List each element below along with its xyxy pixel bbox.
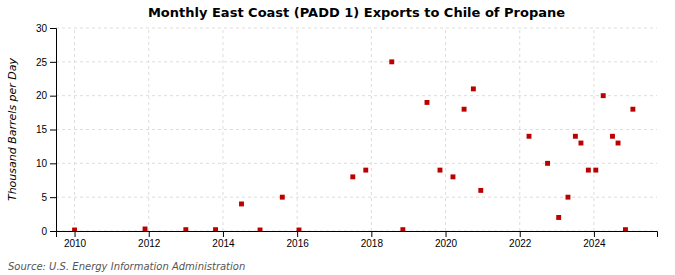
y-axis-tick-mark xyxy=(50,28,56,29)
x-axis-tick-label: 2016 xyxy=(287,238,310,249)
point xyxy=(451,174,456,179)
grid-line-x xyxy=(445,28,446,231)
title: Monthly East Coast (PADD 1) Exports to C… xyxy=(148,5,565,20)
point xyxy=(72,228,77,231)
grid-line-x xyxy=(222,28,223,231)
x-axis-tick: 2014 xyxy=(212,231,235,249)
y-axis-line xyxy=(50,29,57,232)
y-axis-tick: 25 xyxy=(36,57,56,68)
x-axis-tick-mark xyxy=(371,231,372,237)
point xyxy=(258,228,263,231)
x-axis-tick: 2012 xyxy=(138,231,161,249)
point xyxy=(527,134,532,139)
grid-line-y xyxy=(56,61,657,62)
point xyxy=(478,188,483,193)
point xyxy=(400,227,405,231)
y-axis-tick-mark xyxy=(50,197,56,198)
point xyxy=(601,93,606,98)
grid xyxy=(56,28,657,231)
point xyxy=(350,174,355,179)
y-axis-tick-label: 30 xyxy=(36,23,48,34)
y-axis-tick-mark xyxy=(50,130,56,131)
point xyxy=(425,100,430,105)
y-axis-title: Thousand Barrels per Day xyxy=(6,57,19,201)
y-axis-tick-label: 10 xyxy=(36,158,48,169)
grid-line-y xyxy=(56,129,657,130)
grid-line-y xyxy=(56,28,657,29)
chart: 2010 2012 2014 2016 2018 2020 2022 2024 0 5 10 15 20… xyxy=(0,0,675,275)
point xyxy=(239,201,244,206)
x-axis-tick: 2024 xyxy=(583,231,606,249)
x-axis-tick-label: 2014 xyxy=(212,238,235,249)
point xyxy=(389,59,394,64)
x-axis-tick-mark xyxy=(520,231,521,237)
x-axis-tick-mark xyxy=(594,231,595,237)
y-axis-tick-mark xyxy=(50,163,56,164)
x-axis-tick: 2020 xyxy=(435,231,458,249)
x-axis-tick-mark xyxy=(223,231,224,237)
point xyxy=(578,141,583,146)
y-axis-tick-mark xyxy=(50,62,56,63)
annotation: Source: U.S. Energy Information Administ… xyxy=(8,261,245,272)
x-axis-tick: 2018 xyxy=(361,231,384,249)
x-axis-tick: 2010 xyxy=(64,231,87,249)
point xyxy=(566,195,571,200)
point xyxy=(593,168,598,173)
y-axis-tick-label: 0 xyxy=(41,226,47,237)
y-axis-tick: 5 xyxy=(41,192,56,203)
point xyxy=(623,227,628,231)
grid-line-y xyxy=(56,163,657,164)
x-axis-tick-mark xyxy=(75,231,76,237)
x-axis-tick-label: 2020 xyxy=(435,238,458,249)
y-axis-tick: 15 xyxy=(36,124,56,135)
point xyxy=(556,215,561,220)
grid-line-x xyxy=(297,28,298,231)
x-axis-tick-mark xyxy=(149,231,150,237)
y-axis-tick-mark xyxy=(50,96,56,97)
point xyxy=(586,168,591,173)
grid-line-x xyxy=(593,28,594,231)
y-axis-tick: 0 xyxy=(41,226,56,237)
point xyxy=(462,107,467,112)
y-axis-tick-label: 5 xyxy=(41,192,47,203)
points xyxy=(72,59,635,231)
point xyxy=(616,141,621,146)
point xyxy=(213,227,218,231)
x-axis-tick: 2016 xyxy=(287,231,310,249)
x-axis-tick-label: 2022 xyxy=(509,238,532,249)
point xyxy=(545,161,550,166)
point xyxy=(573,134,578,139)
x-axis-tick: 2022 xyxy=(509,231,532,249)
point xyxy=(363,168,368,173)
y-axis-tick-label: 25 xyxy=(36,57,48,68)
x-axis-tick-label: 2024 xyxy=(583,238,606,249)
x-axis: 2010 2012 2014 2016 2018 2020 2022 2024 xyxy=(57,231,658,249)
y-axis-tick-mark xyxy=(50,231,56,232)
x-axis-tick-label: 2010 xyxy=(64,238,87,249)
grid-line-x xyxy=(74,28,75,231)
point xyxy=(143,227,148,231)
point xyxy=(630,107,635,112)
point xyxy=(610,134,615,139)
point xyxy=(280,195,285,200)
x-axis-tick-label: 2012 xyxy=(138,238,161,249)
point xyxy=(438,168,443,173)
x-axis-tick-mark xyxy=(446,231,447,237)
x-axis-tick-label: 2018 xyxy=(361,238,384,249)
grid-line-y xyxy=(56,95,657,96)
x-axis-line xyxy=(57,232,658,238)
y-axis: 0 5 10 15 20 25 30 xyxy=(36,23,57,237)
point xyxy=(471,86,476,91)
grid-line-x xyxy=(371,28,372,231)
point xyxy=(297,228,302,231)
y-axis-tick-label: 15 xyxy=(36,124,48,135)
y-axis-tick: 30 xyxy=(36,23,56,34)
grid-line-x xyxy=(519,28,520,231)
x-axis-tick-mark xyxy=(297,231,298,237)
grid-line-x xyxy=(148,28,149,231)
y-axis-tick: 10 xyxy=(36,158,56,169)
point xyxy=(183,227,188,231)
y-axis-tick-label: 20 xyxy=(36,90,48,101)
y-axis-tick: 20 xyxy=(36,90,56,101)
